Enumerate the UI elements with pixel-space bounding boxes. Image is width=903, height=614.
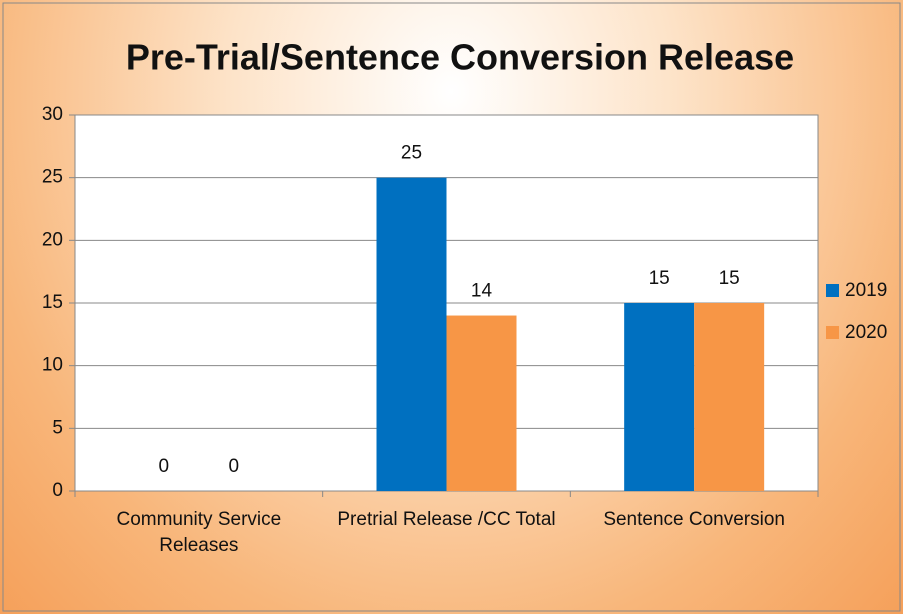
data-label: 14 (471, 281, 493, 302)
bar (446, 315, 517, 491)
legend-swatch (826, 326, 839, 339)
y-tick-label: 30 (42, 104, 63, 125)
y-tick-label: 20 (42, 229, 63, 250)
data-label: 0 (159, 456, 170, 477)
y-tick-label: 0 (52, 480, 63, 501)
x-tick-label: Community Service Releases (116, 509, 282, 556)
chart-title: Pre-Trial/Sentence Conversion Release (126, 37, 794, 78)
data-label: 25 (401, 143, 422, 164)
data-label: 15 (719, 268, 740, 289)
x-tick-label: Sentence Conversion (603, 509, 785, 530)
y-tick-label: 25 (42, 167, 63, 188)
legend-label: 2019 (845, 280, 887, 301)
data-label: 15 (649, 268, 670, 289)
y-tick-label: 5 (52, 417, 63, 438)
y-tick-label: 10 (42, 355, 63, 376)
y-tick-label: 15 (42, 292, 63, 313)
data-label: 0 (229, 456, 240, 477)
legend-label: 2020 (845, 322, 887, 343)
legend-swatch (826, 284, 839, 297)
bar (624, 303, 695, 491)
x-tick-label: Pretrial Release /CC Total (337, 509, 556, 530)
bar (376, 177, 447, 491)
bar (694, 303, 765, 491)
